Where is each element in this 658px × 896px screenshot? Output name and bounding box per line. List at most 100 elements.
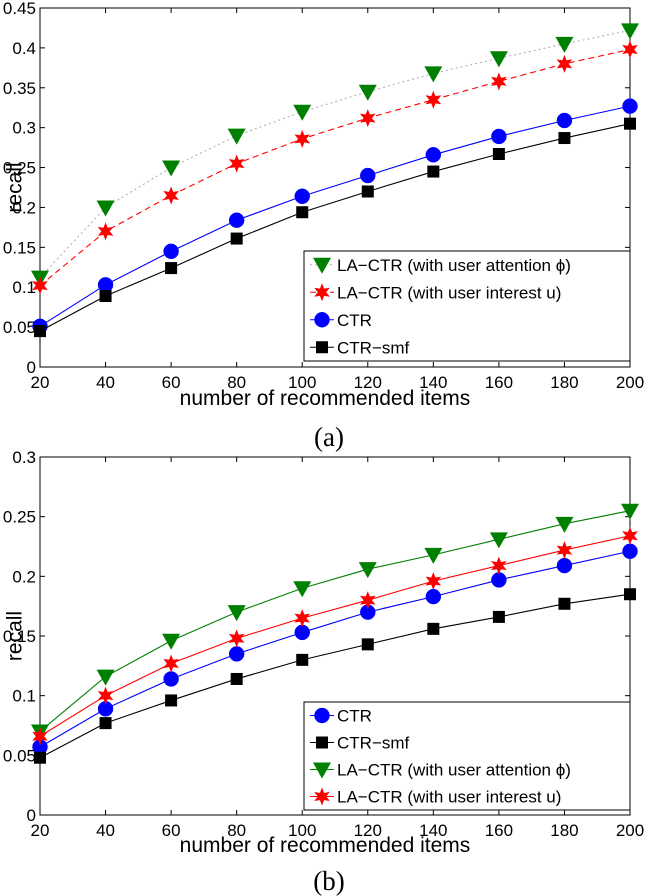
charta-data-point (491, 128, 507, 145)
charta-legend (303, 250, 631, 362)
chartb-data-point (489, 532, 508, 549)
chartb-legend-marker (313, 762, 331, 779)
charta-series-line (39, 105, 631, 327)
charta-data-point (425, 147, 442, 163)
chartb-data-point (492, 610, 505, 623)
charta-legend-label: CTR (337, 311, 372, 330)
charta-legend-label: LA−CTR (with user interest u) (337, 283, 561, 302)
charta-data-point (427, 165, 440, 178)
chartb-series-line (39, 535, 631, 737)
chartb-caption: (b) (313, 866, 344, 896)
charta-data-point (228, 212, 245, 228)
charta-legend-marker (313, 257, 331, 274)
charta-y-tick-label: 0.05 (3, 318, 36, 337)
chartb-data-point (556, 557, 573, 574)
chartb-data-point (162, 633, 181, 650)
charta-y-tick-label: 0.3 (12, 119, 36, 138)
chartb-y-tick-label: 0.05 (3, 746, 36, 765)
charta-y-tick-label: 0.4 (12, 39, 36, 58)
charta-data-point (32, 276, 48, 295)
chartb-x-tick-label: 60 (162, 821, 181, 840)
charta-x-tick-label: 160 (485, 373, 513, 392)
chartb-series-line (39, 510, 631, 732)
chartb-y-tick-label: 0.2 (12, 567, 36, 586)
chartb-y-tick-label: 0.15 (3, 627, 36, 646)
chartb-data-point (228, 629, 245, 648)
chartb-legend-marker (314, 787, 330, 806)
charta-y-tick-label: 0.2 (12, 198, 36, 217)
charta-data-point (99, 289, 112, 302)
chartb-data-point (165, 694, 178, 707)
charta-data-point (361, 185, 374, 198)
charta-data-point (163, 243, 179, 260)
charta-data-point (359, 109, 376, 128)
chartb-legend-label: LA−CTR (with user interest u) (337, 788, 561, 807)
charta-data-point (556, 54, 573, 73)
chartb-data-point (227, 605, 246, 622)
charta-x-tick-label: 60 (162, 373, 181, 392)
charta-data-point (558, 132, 571, 145)
charta-caption: (a) (314, 422, 344, 452)
charta-y-tick-label: 0.1 (12, 278, 36, 297)
chartb-data-point (427, 622, 440, 635)
chartb-data-point (359, 591, 376, 610)
chartb-data-point (558, 597, 571, 610)
chartb-data-point (294, 624, 310, 641)
chartb-x-tick-label: 200 (616, 821, 644, 840)
chartb-data-point (34, 751, 46, 764)
charta-data-point (294, 188, 310, 205)
chartb-data-point (163, 654, 179, 673)
charta-y-tick-label: 0.45 (3, 0, 36, 18)
chartb-x-tick-label: 180 (550, 821, 578, 840)
charta-data-point (555, 36, 574, 53)
charta-x-tick-label: 20 (31, 373, 50, 392)
charta-data-point (358, 84, 377, 101)
charta-y-tick-label: 0.35 (3, 79, 36, 98)
chartb-legend-marker (314, 707, 330, 724)
charta-data-point (163, 186, 179, 205)
charta-data-point (165, 262, 178, 275)
charta-plot-box (39, 7, 631, 368)
chartb-legend-marker (316, 736, 328, 749)
chartb-data-point (622, 526, 638, 545)
charta-data-point (622, 98, 638, 114)
charta-data-point (492, 147, 505, 160)
chartb-x-tick-label: 140 (419, 821, 447, 840)
charta-data-point (425, 90, 442, 109)
charta-data-point (228, 154, 245, 173)
charta-data-point (491, 72, 507, 91)
chartb-data-point (624, 588, 636, 601)
charta-x-tick-label: 80 (227, 373, 246, 392)
chartb-legend-label: CTR−smf (337, 734, 410, 753)
chartb-data-point (293, 581, 312, 598)
charta-data-point (97, 222, 114, 241)
chartb-data-point (230, 672, 243, 685)
chartb-series-line (39, 550, 631, 748)
chartb-y-tick-label: 0.3 (12, 448, 36, 467)
chartb-y-tick-label: 0 (27, 806, 36, 825)
charta-data-point (296, 206, 309, 219)
charta-legend-label: CTR−smf (337, 338, 410, 357)
charta-data-point (424, 66, 443, 83)
charta-data-point (621, 23, 639, 40)
chartb-x-tick-label: 80 (227, 821, 246, 840)
charta-series-line (39, 48, 631, 287)
charta-y-tick-label: 0.25 (3, 159, 36, 178)
chartb-data-point (228, 646, 245, 662)
chartb-data-point (99, 717, 112, 730)
chartb-y-tick-label: 0.1 (12, 687, 36, 706)
chartb-data-point (32, 727, 48, 746)
chartb-data-point (622, 543, 638, 560)
charta-x-tick-label: 200 (616, 373, 644, 392)
chartb-x-tick-label: 100 (288, 821, 316, 840)
chartb-data-point (621, 503, 639, 520)
charta-data-point (96, 200, 115, 217)
chartb-y-tick-label: 0.25 (3, 508, 36, 527)
charta-series-line (39, 29, 631, 279)
charta-data-point (489, 51, 508, 68)
charta-series-line (39, 123, 631, 332)
charta-y-tick-label: 0.15 (3, 238, 36, 257)
charta-legend-label: LA−CTR (with user attention ϕ) (337, 256, 571, 275)
chartb-data-point (491, 572, 507, 588)
